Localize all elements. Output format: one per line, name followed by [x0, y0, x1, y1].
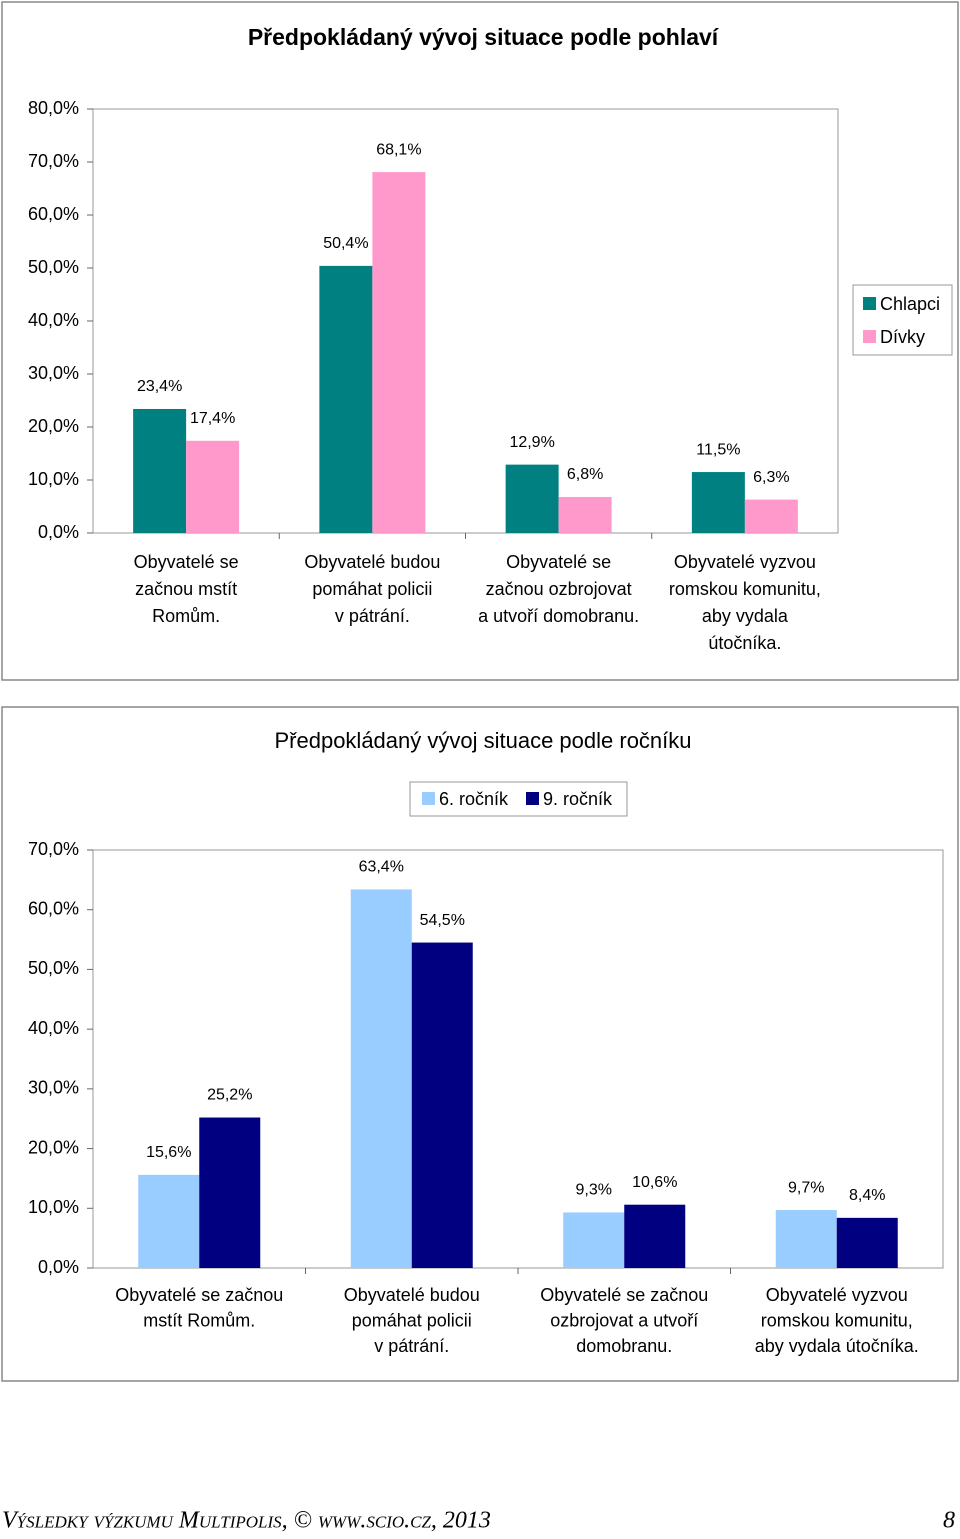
- y-tick-label: 50,0%: [28, 958, 79, 978]
- legend-swatch: [863, 330, 876, 343]
- x-tick-label: Obyvatelé vyzvou romskou komunitu, aby vyd…: [669, 552, 821, 653]
- data-label: 54,5%: [420, 912, 465, 929]
- bar: [691, 472, 745, 533]
- x-tick-label: Obyvatelé se začnou ozbrojovat a utvoří do…: [540, 1285, 708, 1356]
- y-tick-label: 30,0%: [28, 1078, 79, 1098]
- y-tick-label: 20,0%: [28, 416, 79, 436]
- chart-frame: [1, 706, 959, 1382]
- bar: [199, 1117, 261, 1268]
- y-tick-label: 40,0%: [28, 310, 79, 330]
- bar: [505, 464, 559, 533]
- chart-frame: [1, 1, 959, 681]
- bar: [133, 408, 187, 533]
- bar: [411, 942, 473, 1268]
- bar: [836, 1217, 898, 1268]
- y-tick-label: 40,0%: [28, 1018, 79, 1038]
- legend-swatch: [863, 297, 876, 310]
- data-label: 6,8%: [567, 466, 603, 483]
- x-tick-label: Obyvatelé se začnou mstít Romům.: [115, 1285, 283, 1331]
- legend-label: Chlapci: [880, 294, 940, 314]
- bar: [319, 265, 373, 533]
- y-tick-label: 70,0%: [28, 151, 79, 171]
- data-label: 68,1%: [376, 141, 421, 158]
- data-label: 8,4%: [849, 1187, 885, 1204]
- bar: [624, 1204, 686, 1268]
- data-label: 15,6%: [146, 1144, 191, 1161]
- y-tick-label: 60,0%: [28, 898, 79, 918]
- bar: [372, 172, 426, 533]
- chart-title: Předpokládaný vývoj situace podle pohlav…: [248, 24, 720, 50]
- x-tick-label: Obyvatelé budou pomáhat policii v pátrání.: [304, 552, 440, 626]
- y-tick-label: 70,0%: [28, 839, 79, 859]
- bar: [350, 889, 412, 1268]
- legend-label: 6. ročník: [439, 789, 509, 809]
- y-tick-label: 60,0%: [28, 204, 79, 224]
- y-tick-label: 10,0%: [28, 1197, 79, 1217]
- data-label: 6,3%: [753, 469, 789, 486]
- legend-label: Dívky: [880, 327, 925, 347]
- legend-box: [409, 781, 628, 817]
- data-label: 63,4%: [359, 859, 404, 876]
- bar: [563, 1212, 625, 1268]
- legend-swatch: [422, 792, 435, 805]
- x-tick-label: Obyvatelé budou pomáhat policii v pátrání.: [344, 1285, 480, 1356]
- data-label: 10,6%: [632, 1174, 677, 1191]
- y-tick-label: 20,0%: [28, 1137, 79, 1157]
- bar: [558, 496, 612, 533]
- bar: [744, 499, 798, 533]
- bar: [775, 1210, 837, 1268]
- data-label: 25,2%: [207, 1087, 252, 1104]
- data-label: 12,9%: [509, 434, 554, 451]
- data-label: 50,4%: [323, 235, 368, 252]
- page-number: 8: [943, 1508, 955, 1534]
- footer-text: Výsledky výzkumu Multipolis, © www.scio.…: [2, 1508, 491, 1534]
- bar: [186, 440, 240, 533]
- legend-swatch: [526, 792, 539, 805]
- y-tick-label: 10,0%: [28, 469, 79, 489]
- data-label: 9,7%: [788, 1179, 824, 1196]
- data-label: 11,5%: [696, 441, 740, 458]
- chart-title: Předpokládaný vývoj situace podle ročník…: [274, 728, 691, 753]
- y-tick-label: 0,0%: [38, 522, 79, 542]
- legend-label: 9. ročník: [543, 789, 613, 809]
- data-label: 17,4%: [190, 410, 235, 427]
- y-tick-label: 50,0%: [28, 257, 79, 277]
- data-label: 23,4%: [137, 378, 182, 395]
- x-tick-label: Obyvatelé vyzvou romskou komunitu, aby vyd…: [755, 1285, 919, 1356]
- data-label: 9,3%: [576, 1182, 612, 1199]
- legend-box: [852, 284, 953, 356]
- bar: [138, 1174, 200, 1268]
- y-tick-label: 30,0%: [28, 363, 79, 383]
- y-tick-label: 80,0%: [28, 98, 79, 118]
- x-tick-label: Obyvatelé se začnou mstít Romům.: [134, 552, 239, 626]
- x-tick-label: Obyvatelé se začnou ozbrojovat a utvoří do…: [478, 552, 639, 626]
- y-tick-label: 0,0%: [38, 1257, 79, 1277]
